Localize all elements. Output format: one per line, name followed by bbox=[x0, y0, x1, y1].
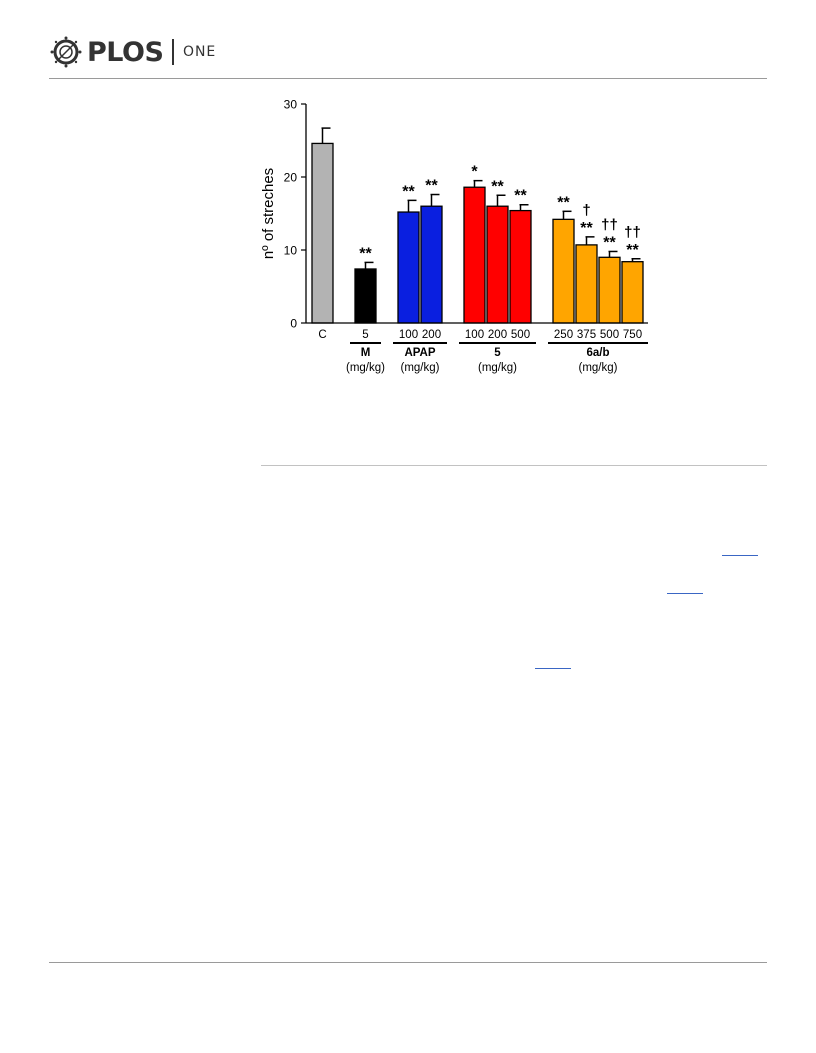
y-tick-label-3: 30 bbox=[284, 98, 298, 112]
stretches-bar-chart: 0 10 20 30 nº of streches C ** 5 ** 100 ** 200 * 100 *… bbox=[260, 98, 648, 374]
plos-one-logo: PLOS ONE bbox=[49, 35, 216, 69]
bar-7 bbox=[552, 218, 575, 324]
group-unit-2: (mg/kg) bbox=[478, 362, 517, 374]
significance-2: ** bbox=[402, 183, 415, 200]
significance-3: ** bbox=[425, 178, 438, 195]
group-label-0: M bbox=[361, 347, 371, 359]
group-label-2: 5 bbox=[494, 347, 501, 359]
bar-4 bbox=[463, 186, 486, 324]
x-tick-label-2: 100 bbox=[399, 329, 418, 341]
significance-dagger-8: † bbox=[582, 202, 590, 219]
group-unit-0: (mg/kg) bbox=[346, 362, 385, 374]
plos-globe-icon bbox=[50, 36, 82, 68]
y-axis-label: nº of streches bbox=[260, 168, 277, 259]
significance-8: ** bbox=[580, 220, 593, 237]
y-tick-label-2: 20 bbox=[284, 171, 298, 185]
x-tick-label-8: 375 bbox=[577, 329, 596, 341]
bar-8 bbox=[575, 244, 598, 324]
reference-link-3[interactable] bbox=[535, 668, 571, 669]
x-tick-label-3: 200 bbox=[422, 329, 441, 341]
bar-2 bbox=[397, 211, 420, 324]
x-tick-label-7: 250 bbox=[554, 329, 573, 341]
significance-9: ** bbox=[603, 234, 616, 251]
reference-link-2[interactable] bbox=[667, 593, 703, 594]
x-tick-label-0: C bbox=[318, 329, 326, 341]
journal-name: ONE bbox=[182, 44, 217, 60]
significance-5: ** bbox=[491, 178, 504, 195]
significance-dagger-9: †† bbox=[601, 216, 618, 233]
x-tick-label-10: 750 bbox=[623, 329, 642, 341]
bar-10 bbox=[621, 261, 644, 324]
y-tick-label-0: 0 bbox=[290, 317, 297, 331]
footer-rule bbox=[49, 962, 767, 963]
bar-6 bbox=[509, 209, 532, 324]
figure-rule bbox=[261, 465, 767, 466]
y-tick-label-1: 10 bbox=[284, 244, 298, 258]
x-tick-label-5: 200 bbox=[488, 329, 507, 341]
x-tick-label-6: 500 bbox=[511, 329, 530, 341]
group-label-1: APAP bbox=[404, 347, 435, 359]
significance-6: ** bbox=[514, 188, 527, 205]
significance-7: ** bbox=[557, 194, 570, 211]
logo-divider bbox=[172, 39, 174, 65]
significance-10: ** bbox=[626, 242, 639, 259]
bar-5 bbox=[486, 205, 509, 324]
significance-1: ** bbox=[359, 245, 372, 262]
header-rule bbox=[49, 78, 767, 79]
bar-3 bbox=[420, 205, 443, 324]
group-unit-3: (mg/kg) bbox=[579, 362, 618, 374]
brand-name: PLOS bbox=[87, 36, 164, 68]
reference-link-1[interactable] bbox=[722, 555, 758, 556]
x-tick-label-4: 100 bbox=[465, 329, 484, 341]
x-tick-label-1: 5 bbox=[362, 329, 368, 341]
group-label-3: 6a/b bbox=[586, 347, 609, 359]
group-unit-1: (mg/kg) bbox=[401, 362, 440, 374]
significance-4: * bbox=[471, 164, 478, 181]
bar-9 bbox=[598, 256, 621, 324]
bar-1 bbox=[354, 268, 377, 324]
x-tick-label-9: 500 bbox=[600, 329, 619, 341]
bar-0 bbox=[311, 142, 334, 324]
significance-dagger-10: †† bbox=[624, 224, 641, 241]
